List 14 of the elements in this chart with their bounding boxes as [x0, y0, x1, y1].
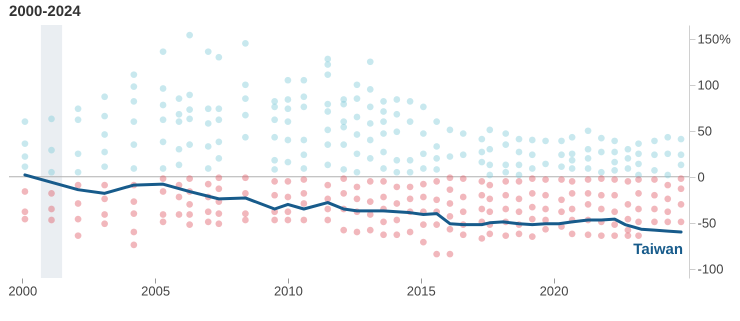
series-label: Taiwan — [633, 241, 684, 258]
y-tick-label: 100 — [698, 77, 720, 92]
x-tick-label: 2010 — [274, 284, 303, 298]
x-tick-label: 2000 — [8, 284, 38, 298]
y-tick-label: 50 — [698, 123, 712, 138]
x-tick-label: 2020 — [540, 284, 568, 298]
line-series — [23, 173, 683, 234]
x-tick-label: 2015 — [406, 284, 436, 298]
y-tick-label: -50 — [698, 215, 716, 230]
y-tick-label: 150% — [698, 31, 732, 46]
y-tick-label: -100 — [698, 261, 724, 276]
y-tick-label: 0 — [698, 169, 705, 184]
chart-title: 2000-2024 — [9, 3, 82, 20]
x-tick-label: 2005 — [141, 284, 170, 298]
